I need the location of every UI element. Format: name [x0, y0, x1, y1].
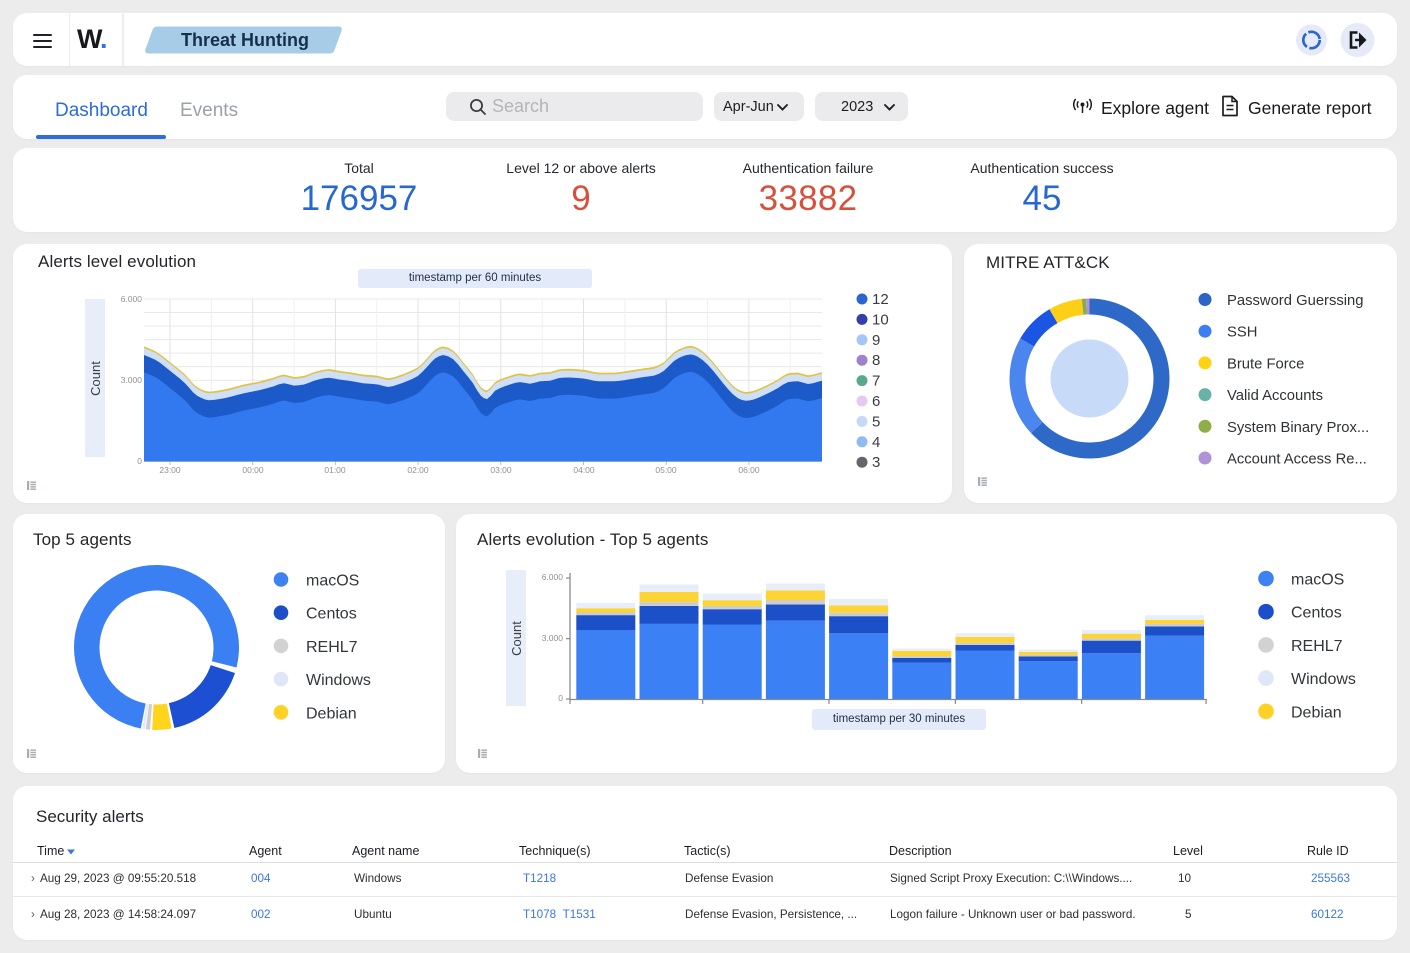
svg-text:Password Guerssing: Password Guerssing — [1227, 293, 1364, 309]
svg-text:Windows: Windows — [1291, 671, 1356, 688]
svg-text:Centos: Centos — [306, 606, 357, 623]
svg-text:Valid Accounts: Valid Accounts — [1227, 388, 1323, 404]
svg-text:System Binary Prox...: System Binary Prox... — [1227, 420, 1369, 436]
svg-text:Debian: Debian — [306, 705, 357, 722]
svg-text:REHL7: REHL7 — [1291, 638, 1343, 655]
svg-text:0: 0 — [558, 693, 563, 703]
svg-text:6.000: 6.000 — [542, 572, 564, 582]
svg-text:SSH: SSH — [1227, 325, 1257, 341]
svg-text:Account Access Re...: Account Access Re... — [1227, 452, 1367, 468]
svg-text:Brute Force: Brute Force — [1227, 356, 1304, 372]
svg-text:Centos: Centos — [1291, 605, 1342, 622]
svg-text:Threat Hunting: Threat Hunting — [181, 30, 309, 50]
svg-text:3.000: 3.000 — [542, 633, 564, 643]
svg-text:Debian: Debian — [1291, 704, 1342, 721]
svg-text:macOS: macOS — [306, 573, 359, 590]
svg-text:macOS: macOS — [1291, 572, 1344, 589]
svg-text:Windows: Windows — [306, 672, 371, 689]
svg-text:REHL7: REHL7 — [306, 639, 358, 656]
